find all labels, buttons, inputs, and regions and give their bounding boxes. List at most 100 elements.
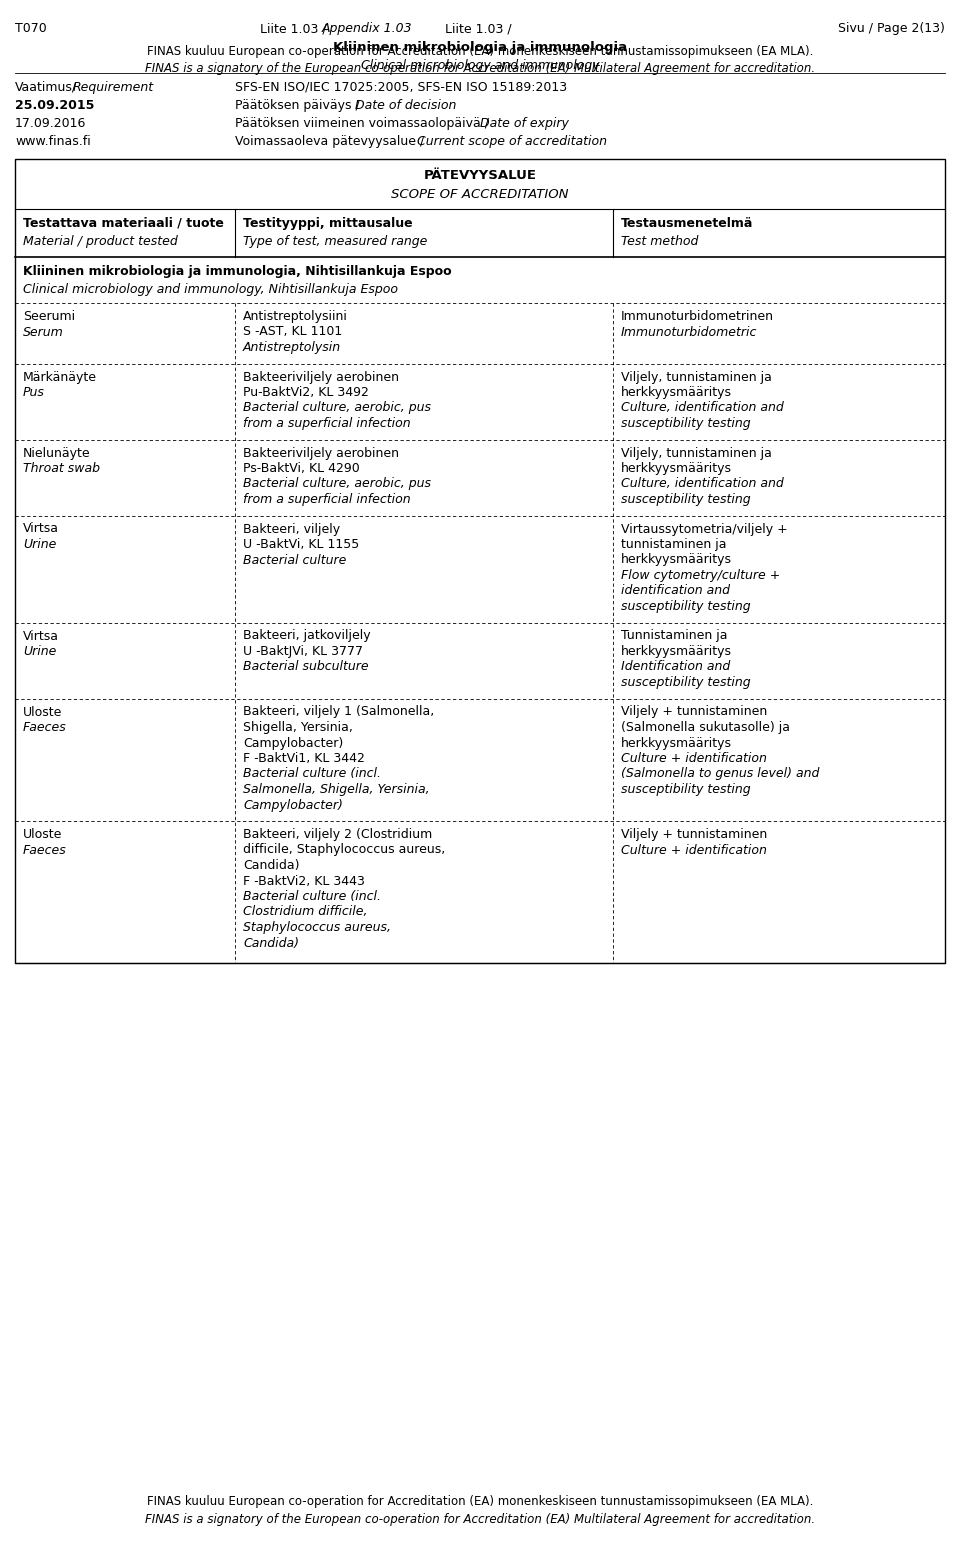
Text: FINAS kuuluu European co-operation for Accreditation (EA) monenkeskiseen tunnust: FINAS kuuluu European co-operation for A…: [147, 45, 813, 57]
Text: from a superficial infection: from a superficial infection: [243, 493, 411, 507]
Text: susceptibility testing: susceptibility testing: [621, 676, 751, 688]
Text: Current scope of accreditation: Current scope of accreditation: [417, 135, 607, 148]
Text: Type of test, measured range: Type of test, measured range: [243, 235, 427, 249]
Text: Viljely, tunnistaminen ja: Viljely, tunnistaminen ja: [621, 446, 772, 460]
Text: Vaatimus/: Vaatimus/: [15, 81, 77, 93]
Text: Nielunäyte: Nielunäyte: [23, 446, 90, 460]
Text: Clostridium difficile,: Clostridium difficile,: [243, 906, 368, 918]
Text: Clinical microbiology and immunology: Clinical microbiology and immunology: [361, 59, 599, 71]
Text: Candida): Candida): [243, 937, 299, 949]
Text: FINAS is a signatory of the European co-operation for Accreditation (EA) Multila: FINAS is a signatory of the European co-…: [145, 1514, 815, 1526]
Text: herkkyysmääritys: herkkyysmääritys: [621, 737, 732, 749]
Text: Bacterial culture, aerobic, pus: Bacterial culture, aerobic, pus: [243, 401, 431, 415]
Text: Requirement: Requirement: [73, 81, 155, 93]
Text: Bakteeri, jatkoviljely: Bakteeri, jatkoviljely: [243, 629, 371, 642]
Text: identification and: identification and: [621, 584, 730, 597]
Text: Virtaussytometria/viljely +: Virtaussytometria/viljely +: [621, 522, 788, 536]
Text: Päätöksen päiväys /: Päätöksen päiväys /: [235, 99, 364, 112]
Text: Bakteeri, viljely 1 (Salmonella,: Bakteeri, viljely 1 (Salmonella,: [243, 706, 434, 718]
Text: Appendix 1.03: Appendix 1.03: [322, 22, 413, 36]
Text: Kliininen mikrobiologia ja immunologia, Nihtisillankuja Espoo: Kliininen mikrobiologia ja immunologia, …: [23, 266, 451, 278]
Text: Flow cytometry/culture +: Flow cytometry/culture +: [621, 569, 780, 583]
Text: susceptibility testing: susceptibility testing: [621, 783, 751, 796]
Text: susceptibility testing: susceptibility testing: [621, 416, 751, 430]
Text: Pu-BaktVi2, KL 3492: Pu-BaktVi2, KL 3492: [243, 385, 369, 399]
Text: Urine: Urine: [23, 645, 57, 657]
Bar: [15, 159, 945, 963]
Text: F -BaktVi2, KL 3443: F -BaktVi2, KL 3443: [243, 875, 365, 887]
Text: PÄTEVYYSALUE: PÄTEVYYSALUE: [423, 169, 537, 182]
Text: Liite 1.03 /: Liite 1.03 /: [260, 22, 330, 36]
Text: Throat swab: Throat swab: [23, 462, 100, 476]
Text: Bacterial culture (incl.: Bacterial culture (incl.: [243, 890, 381, 903]
Text: Staphylococcus aureus,: Staphylococcus aureus,: [243, 922, 391, 934]
Text: Bacterial culture, aerobic, pus: Bacterial culture, aerobic, pus: [243, 477, 431, 491]
Text: herkkyysmääritys: herkkyysmääritys: [621, 645, 732, 657]
Text: (Salmonella to genus level) and: (Salmonella to genus level) and: [621, 768, 820, 780]
Text: Candida): Candida): [243, 859, 300, 872]
Text: Culture + identification: Culture + identification: [621, 752, 767, 765]
Text: Shigella, Yersinia,: Shigella, Yersinia,: [243, 721, 353, 733]
Text: Immunoturbidometric: Immunoturbidometric: [621, 325, 757, 339]
Text: Faeces: Faeces: [23, 844, 67, 856]
Text: Virtsa: Virtsa: [23, 522, 59, 536]
Text: Päätöksen viimeinen voimassaolopäivä /: Päätöksen viimeinen voimassaolopäivä /: [235, 117, 493, 131]
Text: Campylobacter): Campylobacter): [243, 737, 344, 749]
Text: Viljely, tunnistaminen ja: Viljely, tunnistaminen ja: [621, 370, 772, 384]
Text: Uloste: Uloste: [23, 828, 62, 841]
Text: Serum: Serum: [23, 325, 63, 339]
Text: (Salmonella sukutasolle) ja: (Salmonella sukutasolle) ja: [621, 721, 790, 733]
Text: Date of decision: Date of decision: [355, 99, 456, 112]
Text: Salmonella, Shigella, Yersinia,: Salmonella, Shigella, Yersinia,: [243, 783, 430, 796]
Text: Antistreptolysiini: Antistreptolysiini: [243, 309, 348, 323]
Text: Virtsa: Virtsa: [23, 629, 59, 642]
Text: susceptibility testing: susceptibility testing: [621, 600, 751, 612]
Text: Seerumi: Seerumi: [23, 309, 75, 323]
Text: FINAS is a signatory of the European co-operation for Accreditation (EA) Multila: FINAS is a signatory of the European co-…: [145, 62, 815, 75]
Text: difficile, Staphylococcus aureus,: difficile, Staphylococcus aureus,: [243, 844, 445, 856]
Text: herkkyysmääritys: herkkyysmääritys: [621, 385, 732, 399]
Text: Ps-BaktVi, KL 4290: Ps-BaktVi, KL 4290: [243, 462, 360, 476]
Text: Uloste: Uloste: [23, 706, 62, 718]
Text: Testityyppi, mittausalue: Testityyppi, mittausalue: [243, 218, 413, 230]
Text: T070: T070: [15, 22, 47, 36]
Text: Tunnistaminen ja: Tunnistaminen ja: [621, 629, 728, 642]
Text: Urine: Urine: [23, 538, 57, 552]
Text: Bakteeri, viljely: Bakteeri, viljely: [243, 522, 340, 536]
Text: 25.09.2015: 25.09.2015: [15, 99, 94, 112]
Text: 17.09.2016: 17.09.2016: [15, 117, 86, 131]
Text: Culture, identification and: Culture, identification and: [621, 477, 783, 491]
Text: herkkyysmääritys: herkkyysmääritys: [621, 553, 732, 567]
Text: Pus: Pus: [23, 385, 45, 399]
Text: Bakteeriviljely aerobinen: Bakteeriviljely aerobinen: [243, 446, 399, 460]
Text: Viljely + tunnistaminen: Viljely + tunnistaminen: [621, 828, 767, 841]
Text: Test method: Test method: [621, 235, 698, 249]
Text: Campylobacter): Campylobacter): [243, 799, 343, 811]
Text: Bacterial culture (incl.: Bacterial culture (incl.: [243, 768, 381, 780]
Text: Immunoturbidometrinen: Immunoturbidometrinen: [621, 309, 774, 323]
Text: www.finas.fi: www.finas.fi: [15, 135, 91, 148]
Text: Viljely + tunnistaminen: Viljely + tunnistaminen: [621, 706, 767, 718]
Text: Date of expiry: Date of expiry: [480, 117, 569, 131]
Text: Sivu / Page 2(13): Sivu / Page 2(13): [838, 22, 945, 36]
Text: Culture, identification and: Culture, identification and: [621, 401, 783, 415]
Text: FINAS kuuluu European co-operation for Accreditation (EA) monenkeskiseen tunnust: FINAS kuuluu European co-operation for A…: [147, 1495, 813, 1507]
Text: Culture + identification: Culture + identification: [621, 844, 767, 856]
Text: Kliininen mikrobiologia ja immunologia: Kliininen mikrobiologia ja immunologia: [333, 40, 627, 54]
Text: tunnistaminen ja: tunnistaminen ja: [621, 538, 727, 552]
Text: Identification and: Identification and: [621, 660, 731, 673]
Text: U -BaktJVi, KL 3777: U -BaktJVi, KL 3777: [243, 645, 363, 657]
Text: Voimassaoleva pätevyysalue /: Voimassaoleva pätevyysalue /: [235, 135, 428, 148]
Text: from a superficial infection: from a superficial infection: [243, 416, 411, 430]
Text: Faeces: Faeces: [23, 721, 67, 733]
Text: Bacterial subculture: Bacterial subculture: [243, 660, 369, 673]
Text: Clinical microbiology and immunology, Nihtisillankuja Espoo: Clinical microbiology and immunology, Ni…: [23, 283, 398, 295]
Text: SCOPE OF ACCREDITATION: SCOPE OF ACCREDITATION: [392, 188, 568, 200]
Text: Material / product tested: Material / product tested: [23, 235, 178, 249]
Text: SFS-EN ISO/IEC 17025:2005, SFS-EN ISO 15189:2013: SFS-EN ISO/IEC 17025:2005, SFS-EN ISO 15…: [235, 81, 567, 93]
Text: U -BaktVi, KL 1155: U -BaktVi, KL 1155: [243, 538, 359, 552]
Text: susceptibility testing: susceptibility testing: [621, 493, 751, 507]
Text: Märkänäyte: Märkänäyte: [23, 370, 97, 384]
Text: Bakteeriviljely aerobinen: Bakteeriviljely aerobinen: [243, 370, 399, 384]
Text: Antistreptolysin: Antistreptolysin: [243, 340, 341, 354]
